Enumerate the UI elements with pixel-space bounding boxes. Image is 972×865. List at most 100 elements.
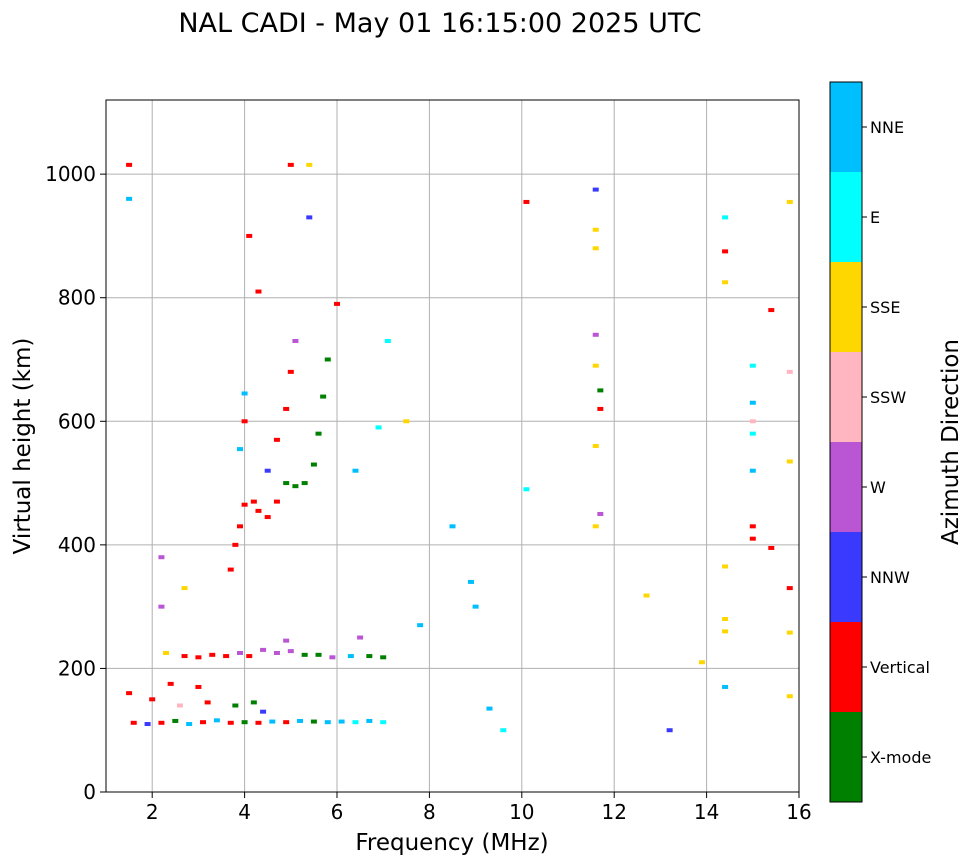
echo-point — [255, 289, 262, 294]
colorbar-segment — [830, 622, 862, 712]
echo-point — [449, 524, 456, 529]
echo-point — [786, 586, 793, 591]
echo-point — [768, 545, 775, 550]
echo-point — [227, 720, 234, 725]
echo-point — [417, 623, 424, 628]
x-tick-label: 16 — [786, 800, 811, 824]
echo-point — [306, 162, 313, 167]
echo-point — [209, 652, 216, 657]
echo-point — [722, 684, 729, 689]
echo-point — [264, 515, 271, 520]
echo-point — [181, 654, 188, 659]
echo-point — [597, 406, 604, 411]
echo-point — [246, 233, 253, 238]
echo-point — [246, 654, 253, 659]
colorbar-label: NNE — [870, 118, 904, 137]
echo-point — [722, 280, 729, 285]
echo-point — [236, 650, 243, 655]
echo-point — [749, 468, 756, 473]
echo-point — [172, 718, 179, 723]
echo-point — [472, 604, 479, 609]
echo-point — [366, 718, 373, 723]
echo-point — [722, 617, 729, 621]
series-group — [126, 162, 410, 572]
plot-frame — [105, 99, 800, 793]
echo-point — [283, 638, 290, 643]
echo-point — [232, 703, 239, 708]
y-tick-label: 600 — [58, 409, 96, 433]
echo-point — [366, 654, 373, 659]
echo-point — [227, 567, 234, 572]
echo-point — [467, 579, 474, 584]
echo-point — [592, 524, 599, 529]
colorbar-segment — [830, 172, 862, 262]
colorbar-segment — [830, 262, 862, 352]
echo-point — [204, 700, 211, 705]
echo-point — [324, 720, 331, 725]
echo-point — [287, 162, 294, 167]
echo-point — [698, 660, 705, 665]
echo-point — [241, 391, 248, 396]
echo-point — [324, 357, 331, 362]
echo-point — [236, 447, 243, 452]
echo-point — [232, 542, 239, 547]
series-group — [158, 187, 793, 733]
echo-point — [352, 468, 359, 473]
y-axis-label: Virtual height (km) — [10, 338, 36, 555]
echo-point — [144, 722, 151, 727]
grid — [106, 100, 800, 793]
echo-point — [273, 650, 280, 655]
echo-point — [786, 199, 793, 204]
echo-point — [167, 681, 174, 686]
echo-point — [500, 728, 507, 733]
echo-point — [213, 718, 220, 723]
echo-point — [283, 720, 290, 725]
echo-point — [292, 338, 299, 343]
echo-point — [749, 536, 756, 541]
x-tick-label: 6 — [331, 800, 344, 824]
echo-point — [310, 719, 317, 724]
echo-point — [301, 481, 308, 486]
echo-point — [200, 720, 207, 725]
echo-point — [597, 511, 604, 516]
echo-point — [357, 635, 364, 640]
echo-point — [283, 406, 290, 411]
echo-point — [250, 499, 257, 504]
echo-point — [592, 363, 599, 368]
echo-point — [352, 720, 359, 725]
echo-point — [347, 654, 354, 659]
echo-point — [749, 419, 756, 424]
x-tick-label: 10 — [509, 800, 534, 824]
y-tick-label: 0 — [83, 780, 96, 804]
echo-point — [722, 215, 729, 220]
colorbar-frame — [829, 81, 863, 803]
colorbar: X-mode Vertical NNW W SSW SSE E NNE — [829, 81, 931, 803]
echo-point — [269, 719, 276, 724]
echo-point — [643, 593, 650, 598]
series-group — [163, 635, 387, 660]
echo-point — [223, 654, 230, 659]
echo-point — [241, 419, 248, 424]
echo-point — [375, 425, 382, 430]
series-group — [126, 681, 387, 727]
echo-point — [310, 462, 317, 467]
echo-point — [592, 444, 599, 448]
echo-point — [264, 468, 271, 473]
colorbar-segment — [830, 352, 862, 442]
colorbar-label: W — [870, 478, 886, 497]
echo-point — [236, 524, 243, 529]
y-tick-label: 400 — [58, 533, 96, 557]
echo-point — [768, 308, 775, 313]
echo-point — [163, 650, 170, 655]
echo-point — [158, 555, 165, 560]
echo-point — [592, 187, 599, 192]
echo-point — [273, 499, 280, 504]
echo-point — [320, 394, 327, 399]
x-tick-label: 4 — [238, 800, 251, 824]
echo-point — [126, 162, 133, 167]
echo-point — [297, 718, 304, 723]
echo-point — [306, 215, 313, 220]
colorbar-label: NNW — [870, 568, 910, 587]
echo-point — [255, 720, 262, 725]
